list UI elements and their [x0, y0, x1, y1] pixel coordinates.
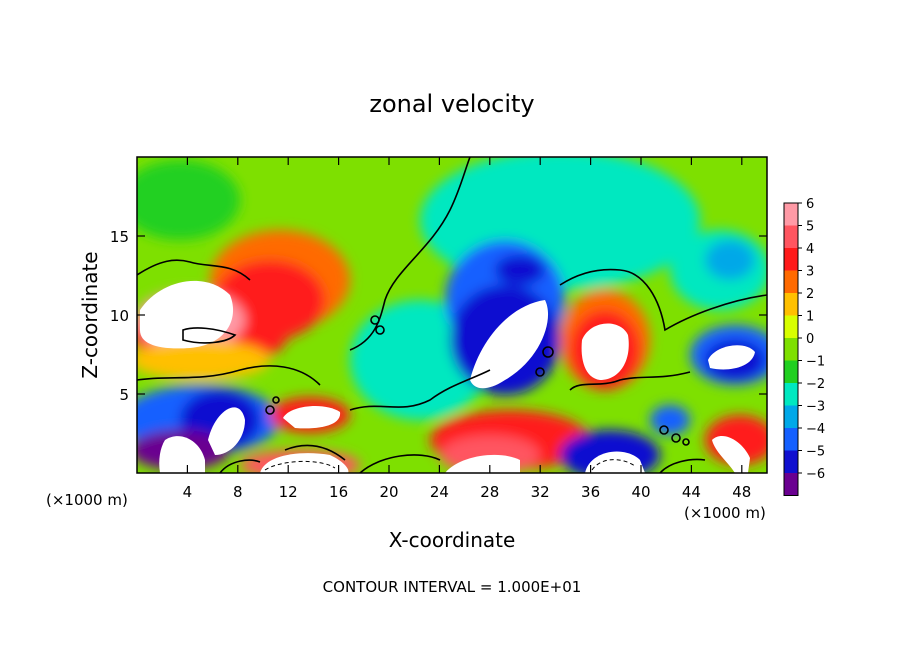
x-tick-label: 36 [581, 483, 600, 501]
field-region [650, 405, 690, 435]
contour-line [542, 346, 554, 358]
contour-line [569, 371, 691, 391]
colorbar-swatch [784, 338, 798, 361]
colorbar-tick-label: 5 [806, 220, 814, 235]
contour-line [272, 396, 280, 404]
colorbar-swatch [784, 360, 798, 383]
contour-line [682, 438, 690, 446]
x-tick-label: 16 [329, 483, 348, 501]
contour-lines [137, 157, 767, 473]
colorbar-swatch [784, 473, 798, 496]
saturated-core-positive [581, 323, 629, 380]
colorbar-swatch [784, 315, 798, 338]
x-unit-label-right: (×1000 m) [684, 504, 766, 522]
x-tick-label: 32 [531, 483, 550, 501]
colorbar-swatch [784, 428, 798, 451]
contour-interval-note: CONTOUR INTERVAL = 1.000E+01 [323, 578, 582, 596]
saturated-core-negative [208, 407, 245, 455]
saturated-core-negative [470, 300, 549, 389]
chart-title: zonal velocity [369, 90, 534, 118]
colorbar-swatch [784, 248, 798, 271]
contour-line [137, 259, 251, 281]
contour-line [535, 367, 545, 377]
saturated-core-positive [260, 453, 349, 473]
colorbar-tick-label: 1 [806, 310, 814, 325]
x-unit-label-left: (×1000 m) [46, 491, 128, 509]
negative-contour [591, 459, 636, 471]
colorbar-tick-label: 3 [806, 265, 814, 280]
contour-line [137, 365, 321, 386]
contour-line [349, 369, 491, 411]
contour-line [219, 459, 261, 473]
contour-line [359, 454, 441, 473]
negative-contour [264, 460, 336, 471]
colorbar-swatch [784, 405, 798, 428]
field-region [137, 340, 270, 380]
y-tick-label: 15 [110, 228, 129, 246]
x-tick-label: 48 [732, 483, 751, 501]
colorbar-tick-label: −1 [806, 355, 825, 370]
saturated-core-positive [712, 436, 750, 473]
x-tick-label: 12 [279, 483, 298, 501]
field-region [137, 160, 240, 240]
negative-contours [264, 459, 636, 471]
saturated-core-negative [708, 345, 755, 370]
x-axis-ticks: 4 8 12 16 20 24 28 32 36 40 44 48 [183, 157, 751, 501]
colorbar-frame [783, 202, 799, 496]
colorbar-tick-label: −6 [806, 467, 825, 482]
colorbar-swatch [784, 225, 798, 248]
contour-line [182, 327, 237, 344]
y-axis-label: Z-coordinate [78, 251, 102, 378]
contour-line [659, 458, 706, 473]
y-axis-ticks: 5 10 15 [110, 228, 767, 404]
colorbar-tick-label: −3 [806, 400, 825, 415]
x-tick-label: 4 [183, 483, 193, 501]
colorbar-tick-label: 0 [806, 332, 814, 347]
colorbar-swatch [784, 293, 798, 316]
colorbar: 6 5 4 3 2 1 0 −1 −2 −3 −4 −5 −6 [783, 197, 825, 496]
x-tick-label: 40 [631, 483, 650, 501]
contour-line [659, 425, 669, 435]
contour-line [671, 433, 681, 443]
saturated-core-negative [159, 436, 205, 473]
contour-line [559, 268, 767, 332]
field-region [705, 240, 755, 280]
contour-line [370, 315, 380, 325]
colorbar-swatch [784, 270, 798, 293]
field-region [495, 255, 545, 285]
colorbar-tick-label: 4 [806, 242, 814, 257]
x-tick-label: 28 [480, 483, 499, 501]
colorbar-tick-label: −5 [806, 445, 825, 460]
x-tick-label: 20 [379, 483, 398, 501]
contour-line [265, 405, 275, 415]
colorbar-tick-label: −4 [806, 422, 825, 437]
saturated-core-negative [585, 451, 645, 473]
y-tick-label: 5 [119, 386, 129, 404]
saturated-core-positive [283, 406, 341, 429]
y-tick-label: 10 [110, 307, 129, 325]
colorbar-swatch [784, 450, 798, 473]
saturated-core-positive [140, 280, 234, 349]
heatmap-field [137, 157, 767, 473]
x-tick-label: 24 [430, 483, 449, 501]
x-axis-label: X-coordinate [389, 528, 516, 552]
colorbar-tick-label: 2 [806, 287, 814, 302]
colorbar-tick-label: −2 [806, 377, 825, 392]
contour-line [284, 444, 346, 461]
colorbar-tick-label: 6 [806, 197, 814, 212]
x-tick-label: 8 [233, 483, 243, 501]
colorbar-swatch [784, 203, 798, 226]
colorbar-swatch [784, 383, 798, 406]
x-tick-label: 44 [682, 483, 701, 501]
contour-line [349, 157, 471, 351]
saturated-core-positive [445, 454, 520, 473]
contour-line [375, 325, 385, 335]
